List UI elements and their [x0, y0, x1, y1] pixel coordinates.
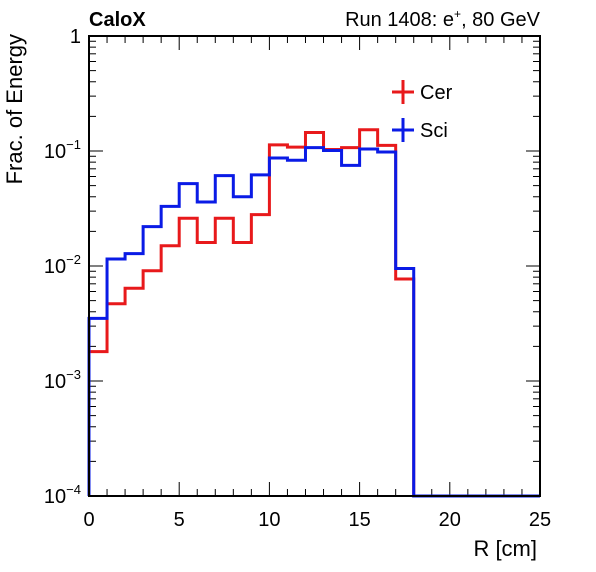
y-tick-label: 10−3	[44, 367, 81, 393]
plot-frame	[88, 35, 541, 497]
x-tick-label: 20	[439, 509, 461, 531]
series-sci-line	[87, 146, 540, 498]
legend-label: Cer	[420, 82, 453, 104]
x-tick-label: 5	[174, 509, 185, 531]
x-tick-label: 15	[348, 509, 370, 531]
x-tick-label: 25	[529, 509, 551, 531]
y-axis-label: Frac. of Energy	[2, 34, 27, 184]
legend: Cer Sci	[392, 80, 453, 142]
x-tick-label: 10	[258, 509, 280, 531]
y-tick-label: 10−2	[44, 252, 81, 278]
y-tick-label: 10−4	[44, 482, 81, 508]
x-tick-label: 0	[83, 509, 94, 531]
series-cer-line	[87, 128, 540, 498]
x-axis-label: R [cm]	[473, 536, 537, 561]
chart-title-left: CaloX	[89, 9, 146, 31]
chart-title-right: Run 1408: e+, 80 GeV	[345, 7, 541, 31]
y-tick-label: 1	[70, 26, 81, 48]
y-tick-label: 10−1	[44, 137, 81, 163]
legend-label: Sci	[420, 120, 448, 142]
